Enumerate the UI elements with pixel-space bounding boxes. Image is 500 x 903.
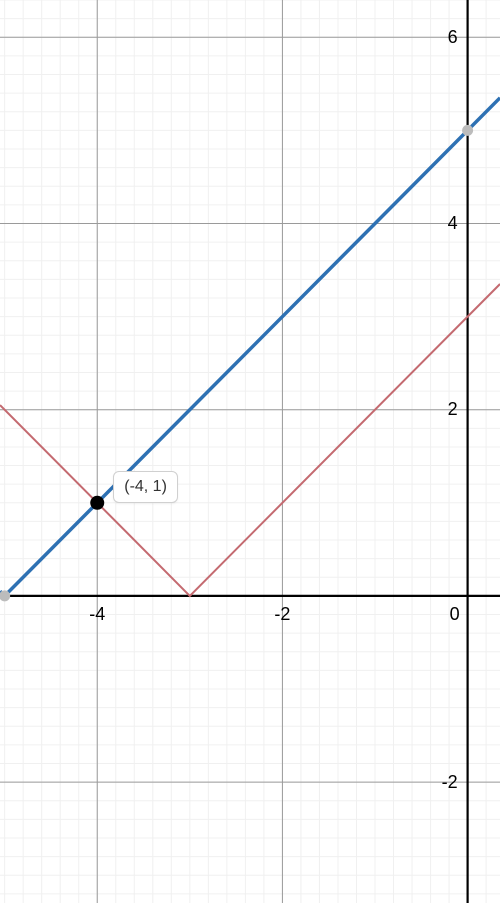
- highlight-point: [90, 496, 104, 510]
- x-tick-0: 0: [450, 604, 460, 625]
- y-tick--2: -2: [442, 772, 458, 793]
- endpoint-right: [462, 125, 473, 136]
- x-tick--4: -4: [89, 604, 105, 625]
- y-tick-4: 4: [448, 213, 458, 234]
- point-label: (-4, 1): [113, 471, 178, 503]
- chart-svg: [0, 0, 500, 903]
- series-red-v: [0, 284, 500, 596]
- x-tick--2: -2: [274, 604, 290, 625]
- y-tick-6: 6: [448, 27, 458, 48]
- y-tick-2: 2: [448, 399, 458, 420]
- coordinate-chart[interactable]: (-4, 1) -4 -2 0 -2 2 4 6: [0, 0, 500, 903]
